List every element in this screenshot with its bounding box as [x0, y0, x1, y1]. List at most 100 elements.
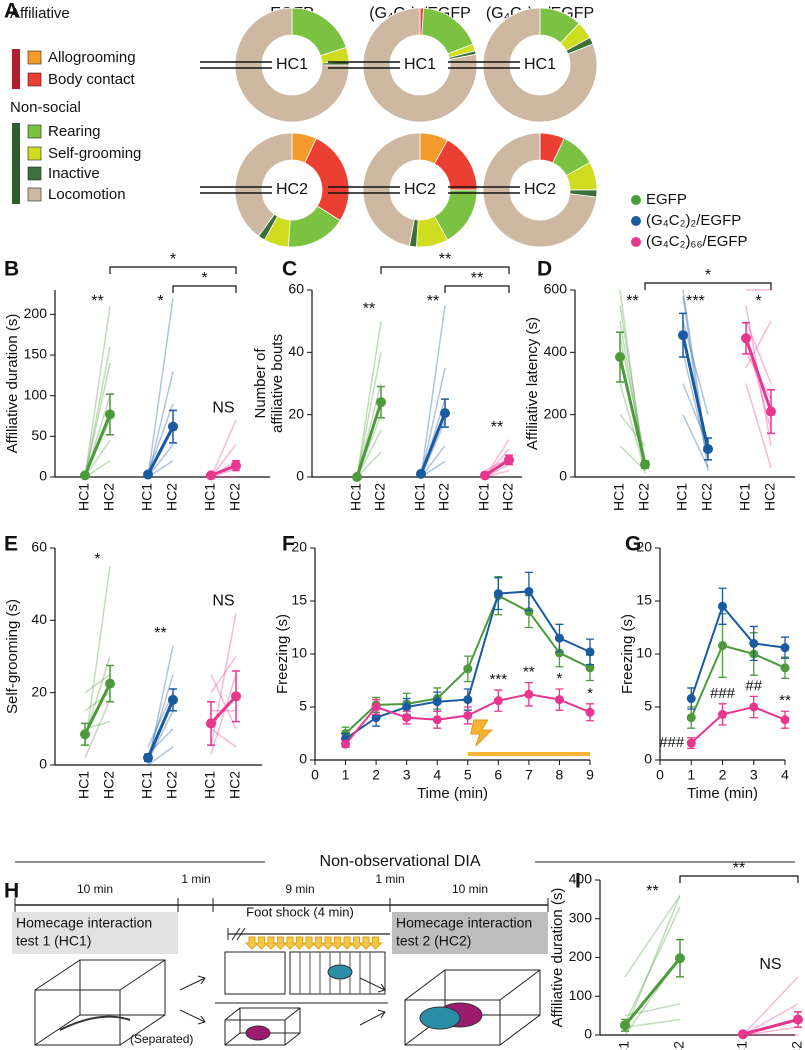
subject-line — [84, 439, 111, 478]
subject-line — [210, 612, 237, 748]
x-tick-label: 2 — [719, 767, 727, 783]
shock-arrow — [273, 936, 288, 950]
subject-line — [147, 371, 174, 478]
duration: 1 min — [375, 872, 404, 886]
significance: ** — [363, 300, 375, 317]
significance: *** — [686, 293, 705, 310]
subject-line — [745, 383, 772, 468]
shock-arrow — [349, 936, 364, 950]
shock-arrow — [339, 936, 355, 950]
y-axis-label: Affiliative duration (s) — [4, 314, 21, 454]
mean-point — [675, 953, 685, 964]
shock-icon — [470, 719, 493, 747]
legend-swatch — [27, 166, 42, 181]
y-tick-label: 400 — [544, 343, 568, 359]
mean-point — [615, 352, 625, 363]
section-title: Non-observational DIA — [320, 853, 481, 870]
legend-group-title: Affiliative — [10, 5, 70, 22]
mean-line — [355, 401, 383, 478]
shock-arrow — [282, 936, 298, 950]
subject-line — [624, 895, 681, 1032]
comparison-bracket — [380, 266, 510, 274]
donut-segment — [362, 7, 478, 123]
mean-line — [83, 413, 112, 476]
subject-line — [210, 674, 237, 755]
panel-label: I — [575, 870, 581, 893]
subject-line — [147, 298, 174, 478]
y-tick-label: 60 — [288, 281, 304, 297]
comparison-bracket — [644, 282, 772, 290]
x-tick-label: HC2 — [436, 483, 452, 511]
shock-arrow — [292, 936, 307, 950]
test-label: Homecage interaction — [396, 915, 532, 931]
point — [371, 702, 381, 712]
row-label: HC2 — [524, 181, 556, 198]
subject-line — [624, 906, 681, 1024]
x-tick-label: HC2 — [101, 771, 117, 799]
comparison-label: * — [170, 251, 176, 268]
mean-point — [504, 454, 514, 465]
point — [524, 607, 534, 617]
x-tick-label: HC2 — [762, 483, 778, 511]
y-tick-label: 40 — [288, 343, 304, 359]
arrow — [179, 975, 206, 991]
row-label: HC2 — [404, 181, 436, 198]
y-axis-label: Self-grooming (s) — [4, 599, 21, 714]
mean-line — [83, 682, 112, 735]
significance: NS — [759, 956, 781, 973]
annotation: * — [587, 685, 593, 702]
subject-line — [147, 403, 174, 474]
panel-label: B — [4, 258, 19, 281]
series-line — [690, 705, 786, 744]
shock-arrows — [244, 936, 383, 950]
mean-line — [623, 957, 682, 1027]
point — [463, 664, 473, 674]
mean-point — [231, 460, 241, 471]
significance: ** — [646, 883, 658, 900]
significance: ** — [427, 293, 439, 310]
test-label: test 1 (HC1) — [16, 933, 91, 949]
y-tick-label: 40 — [31, 611, 47, 627]
y-tick-label: 0 — [644, 751, 652, 767]
point — [686, 738, 696, 748]
legend-label: Rearing — [48, 123, 101, 140]
x-tick-label: HC1 — [412, 483, 428, 511]
x-tick-label: 9 — [586, 767, 594, 783]
panel-label: G — [625, 533, 641, 556]
y-tick-label: 20 — [288, 405, 304, 421]
subject-line — [356, 451, 382, 478]
point — [371, 713, 381, 723]
x-tick-label: 3 — [403, 767, 411, 783]
comparison-label: * — [201, 270, 207, 287]
subject-line — [420, 305, 446, 478]
significance: NS — [212, 592, 234, 609]
subject-line — [84, 565, 111, 748]
subject-line — [147, 674, 174, 758]
y-axis-label: affiliative bouts — [269, 334, 286, 433]
annotation: ** — [779, 692, 791, 709]
y-tick-label: 10 — [291, 645, 307, 661]
x-tick-label: HC2 — [699, 483, 715, 511]
legend-swatch — [27, 146, 42, 161]
significance: * — [157, 293, 163, 310]
mean-point — [376, 397, 386, 408]
legend-marker — [631, 195, 641, 205]
legend-swatch — [27, 124, 42, 139]
point — [432, 715, 442, 725]
x-tick-label: HC1 — [611, 483, 627, 511]
test-label: Homecage interaction — [16, 915, 152, 931]
mean-line — [742, 1018, 799, 1036]
mouse — [327, 964, 353, 980]
y-tick-label: 20 — [636, 539, 652, 555]
x-tick-label: 8 — [556, 767, 564, 783]
shock-arrow — [368, 936, 383, 950]
subject-line — [745, 320, 772, 384]
mean-line — [419, 412, 447, 475]
shock-arrow — [358, 936, 374, 950]
subject-line — [742, 1026, 799, 1036]
subject-line — [84, 346, 111, 478]
subject-line — [210, 444, 237, 478]
y-axis-label: Freezing (s) — [274, 614, 291, 694]
mean-point — [105, 678, 115, 689]
y-tick-label: 5 — [644, 698, 652, 714]
